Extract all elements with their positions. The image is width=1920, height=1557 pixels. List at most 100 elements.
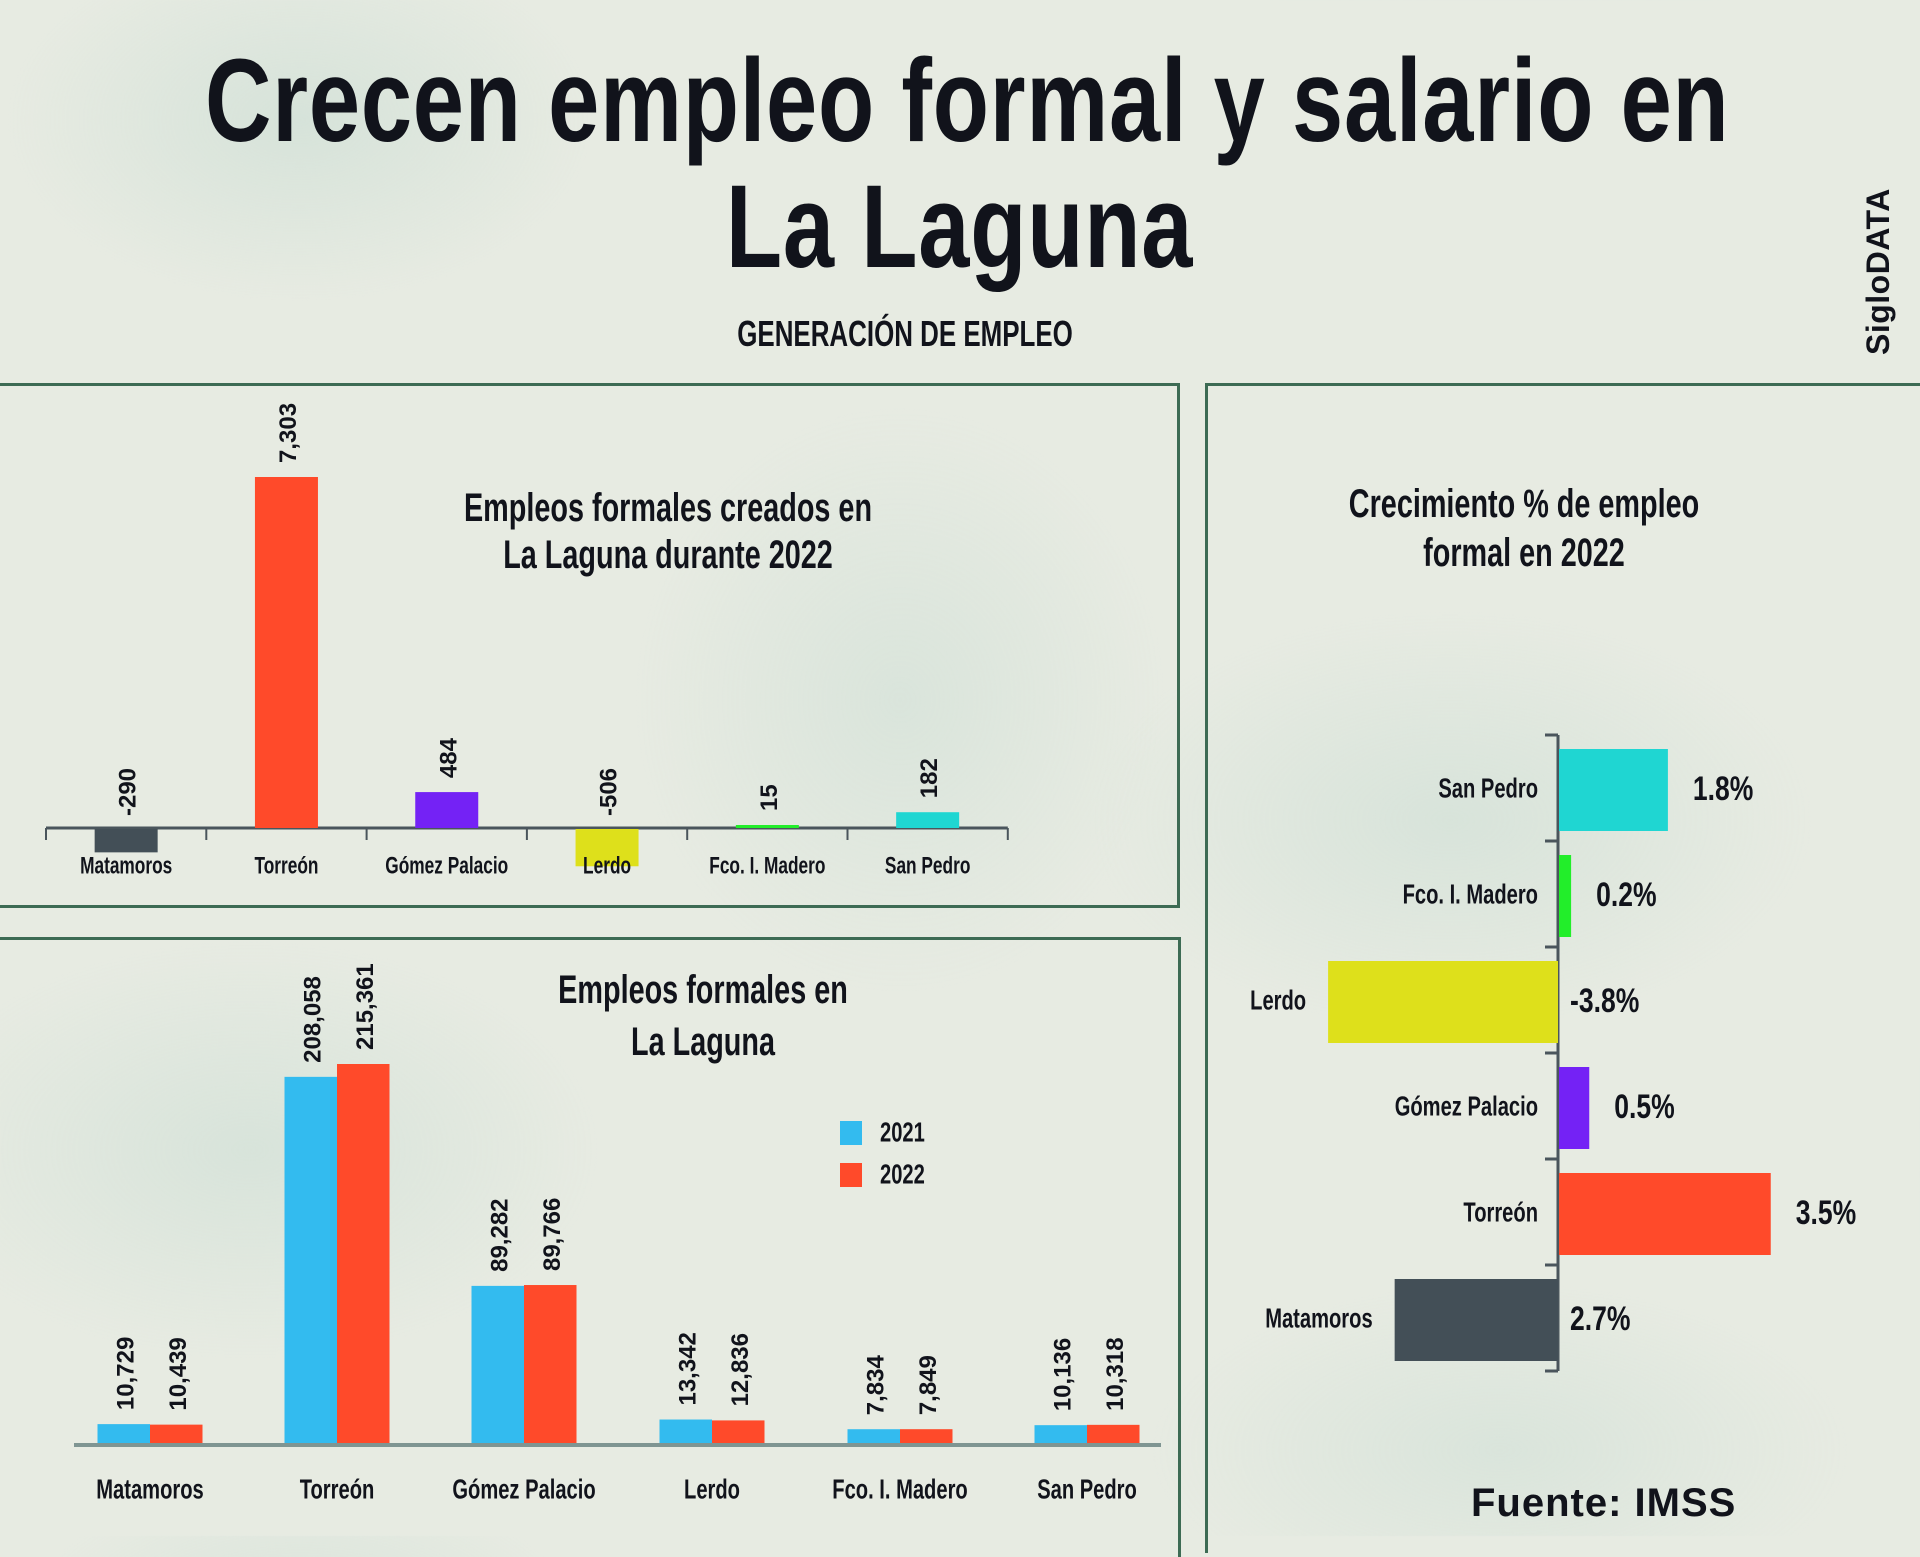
bar-total-2021 — [1034, 1425, 1087, 1443]
value-label-growth: 2.7% — [1570, 1300, 1630, 1338]
category-label-created-group: Torreón — [254, 853, 318, 879]
value-label-total-group: 10,439 — [165, 1337, 192, 1410]
value-label-growth: 1.8% — [1693, 770, 1753, 808]
value-label-total: 89,766 — [539, 1198, 566, 1271]
bar-created-fco-i-madero — [735, 825, 799, 828]
legend-swatch-2021 — [840, 1121, 862, 1145]
value-label-total: 10,439 — [165, 1337, 192, 1410]
category-label-created-group: Gómez Palacio — [385, 853, 508, 879]
value-label-created-group: -506 — [596, 768, 623, 816]
bar-created-lerdo — [575, 829, 639, 867]
value-label-total: 7,834 — [862, 1355, 889, 1416]
value-label-total-group: 89,282 — [486, 1198, 513, 1271]
category-label-total: Gómez Palacio — [452, 1475, 595, 1506]
value-label-total-group: 10,136 — [1049, 1338, 1076, 1411]
value-label-created-group: 182 — [916, 758, 943, 798]
category-label-growth-group: Matamoros — [1265, 1304, 1372, 1335]
value-label-growth-group: 1.8% — [1693, 770, 1753, 808]
category-label-total-group: San Pedro — [1037, 1475, 1137, 1506]
category-label-total: Matamoros — [96, 1475, 203, 1506]
bar-created-g-mez-palacio — [415, 792, 479, 828]
value-label-total-group: 12,836 — [727, 1333, 754, 1406]
value-label-total: 13,342 — [674, 1332, 701, 1405]
bar-growth-lerdo — [1328, 961, 1558, 1043]
chart-title-created-2-group: La Laguna durante 2022 — [503, 533, 833, 578]
category-label-growth: Matamoros — [1265, 1304, 1372, 1335]
legend-label-2021: 2021 — [880, 1118, 925, 1149]
category-label-total: Lerdo — [684, 1475, 740, 1506]
category-label-created: Fco. I. Madero — [709, 853, 825, 879]
chart-title-growth-1-group: Crecimiento % de empleo — [1349, 482, 1699, 527]
value-label-total-group: 7,849 — [915, 1355, 942, 1415]
page-title-line-2: La Laguna — [0, 168, 1920, 286]
bar-total-2022 — [524, 1285, 577, 1443]
category-label-growth: Gómez Palacio — [1395, 1092, 1538, 1123]
bar-total-2022 — [1087, 1424, 1140, 1443]
category-label-created: Gómez Palacio — [385, 853, 508, 879]
value-label-created: -506 — [596, 768, 623, 816]
bar-created-torre-n — [254, 477, 318, 828]
value-label-created: 182 — [916, 758, 943, 798]
section-subtitle: GENERACIÓN DE EMPLEO — [0, 316, 1810, 352]
category-label-total: San Pedro — [1037, 1475, 1137, 1506]
value-label-created-group: -290 — [115, 768, 142, 816]
category-label-created-group: Fco. I. Madero — [709, 853, 825, 879]
category-label-total-group: Fco. I. Madero — [832, 1475, 967, 1506]
category-label-growth-group: San Pedro — [1438, 774, 1538, 805]
category-label-created-group: Lerdo — [583, 853, 631, 879]
category-label-growth-group: Torreón — [1463, 1198, 1538, 1229]
section-subtitle-text: GENERACIÓN DE EMPLEO — [737, 313, 1073, 354]
chart-title-created-2: La Laguna durante 2022 — [503, 533, 833, 578]
bar-total-2021 — [97, 1424, 150, 1443]
value-label-created: -290 — [115, 768, 142, 816]
value-label-total-group: 10,729 — [112, 1337, 139, 1410]
bar-total-2021 — [284, 1076, 337, 1443]
value-label-created: 7,303 — [275, 403, 302, 463]
chart-title-growth-2: formal en 2022 — [1423, 531, 1625, 576]
value-label-total-group: 89,766 — [539, 1198, 566, 1271]
bar-created-san-pedro — [896, 812, 960, 828]
value-label-created-group: 484 — [435, 737, 462, 778]
value-label-total: 10,136 — [1049, 1338, 1076, 1411]
panel-created-jobs — [0, 383, 1180, 908]
value-label-growth: 3.5% — [1796, 1194, 1856, 1232]
page-title-text-2: La Laguna — [726, 161, 1194, 293]
value-label-total: 215,361 — [352, 963, 379, 1050]
value-label-growth: 0.5% — [1614, 1088, 1674, 1126]
bar-total-2021 — [847, 1429, 900, 1443]
bar-total-2022 — [337, 1064, 390, 1443]
value-label-created-group: 15 — [756, 784, 783, 811]
chart-title-growth-2-group: formal en 2022 — [1423, 531, 1625, 576]
value-label-total: 89,282 — [486, 1198, 513, 1271]
value-label-total-group: 13,342 — [674, 1332, 701, 1405]
value-label-total-group: 7,834 — [862, 1355, 889, 1416]
legend-swatch-2022 — [840, 1163, 862, 1187]
category-label-growth-group: Lerdo — [1250, 986, 1306, 1017]
category-label-growth: San Pedro — [1438, 774, 1538, 805]
value-label-total-group: 215,361 — [352, 963, 379, 1050]
legend-label-2021-group: 2021 — [880, 1118, 925, 1149]
bar-total-2022 — [150, 1424, 203, 1443]
category-label-total-group: Matamoros — [96, 1475, 203, 1506]
bar-growth-torre-n — [1559, 1173, 1771, 1255]
category-label-growth: Torreón — [1463, 1198, 1538, 1229]
bar-total-2021 — [659, 1419, 712, 1443]
value-label-created: 15 — [756, 784, 783, 811]
chart-title-created-1-group: Empleos formales creados en — [464, 486, 872, 531]
chart-title-total-1-group: Empleos formales en — [558, 968, 848, 1013]
value-label-growth-group: 2.7% — [1570, 1300, 1630, 1338]
panel-total-jobs — [0, 937, 1181, 1557]
chart-title-total-2: La Laguna — [631, 1020, 775, 1065]
value-label-total: 7,849 — [915, 1355, 942, 1415]
category-label-created-group: Matamoros — [80, 853, 172, 879]
bar-growth-g-mez-palacio — [1559, 1067, 1590, 1149]
value-label-total: 12,836 — [727, 1333, 754, 1406]
bar-total-2022 — [900, 1429, 953, 1443]
source-note: Fuente: IMSS — [1471, 1481, 1737, 1525]
bar-total-2022 — [712, 1420, 765, 1443]
category-label-growth: Lerdo — [1250, 986, 1306, 1017]
page-title-line-1: Crecen empleo formal y salario en — [0, 42, 1910, 160]
category-label-created: Lerdo — [583, 853, 631, 879]
chart-title-created-1: Empleos formales creados en — [464, 486, 872, 531]
